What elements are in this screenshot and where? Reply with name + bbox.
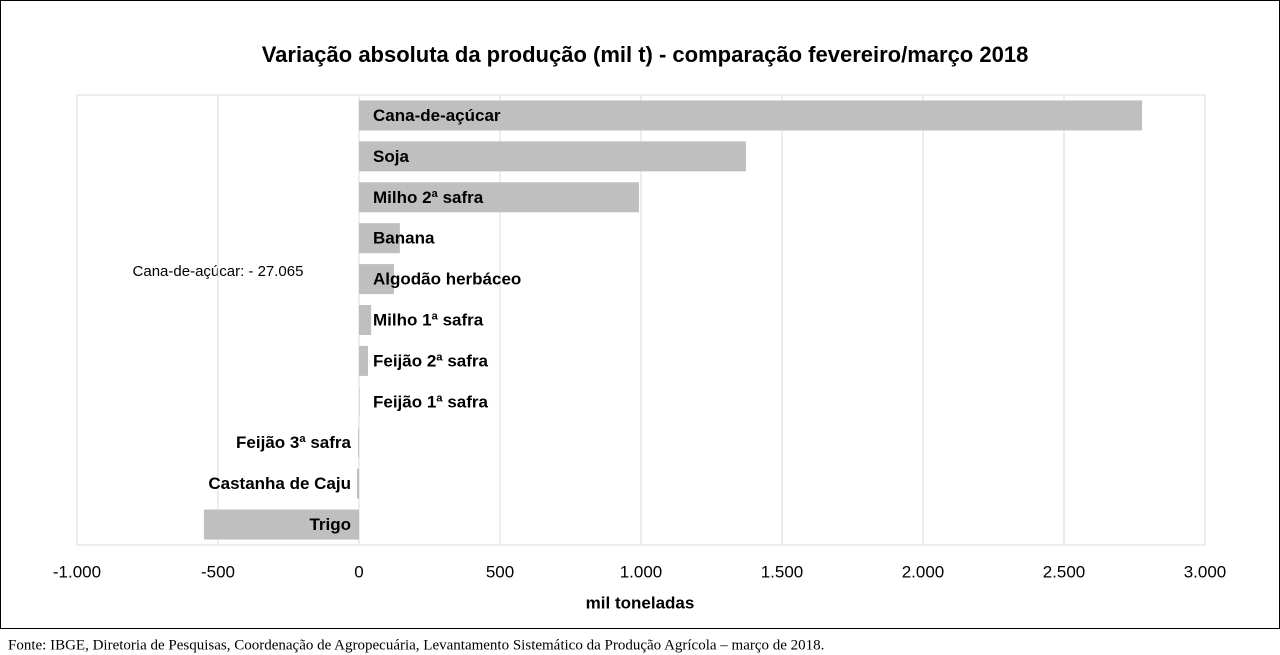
bar	[203, 509, 359, 540]
source-note: Fonte: IBGE, Diretoria de Pesquisas, Coo…	[8, 637, 824, 653]
x-tick-label: -500	[201, 562, 235, 581]
bar	[359, 264, 394, 295]
x-tick-label: 3.000	[1184, 562, 1227, 581]
bar	[359, 223, 400, 254]
bar	[359, 386, 360, 417]
category-label: Soja	[373, 147, 409, 166]
category-label: Milho 1ª safra	[373, 310, 484, 329]
bar	[359, 345, 369, 376]
bar	[359, 182, 640, 213]
x-tick-label: 2.000	[902, 562, 945, 581]
chart-title: Variação absoluta da produção (mil t) - …	[262, 42, 1029, 67]
bar	[359, 305, 372, 335]
x-tick-label: 1.000	[620, 562, 663, 581]
x-tick-label: 500	[486, 562, 514, 581]
bar	[359, 141, 746, 172]
x-tick-label: 2.500	[1043, 562, 1086, 581]
category-label: Trigo	[309, 515, 351, 534]
x-tick-label: 1.500	[761, 562, 804, 581]
x-axis-title: mil toneladas	[586, 593, 695, 612]
x-tick-label: 0	[354, 562, 363, 581]
category-label: Castanha de Caju	[208, 474, 351, 493]
category-label: Feijão 2ª safra	[373, 351, 489, 370]
category-label: Cana-de-açúcar	[373, 106, 501, 125]
category-label: Feijão 3ª safra	[236, 433, 352, 452]
category-label: Milho 2ª safra	[373, 188, 484, 207]
bar	[358, 427, 359, 458]
category-label: Algodão herbáceo	[373, 270, 521, 289]
bar	[357, 468, 359, 499]
category-label: Banana	[373, 229, 435, 248]
x-tick-label: -1.000	[53, 562, 101, 581]
category-label: Feijão 1ª safra	[373, 392, 489, 411]
bar	[359, 100, 1143, 131]
